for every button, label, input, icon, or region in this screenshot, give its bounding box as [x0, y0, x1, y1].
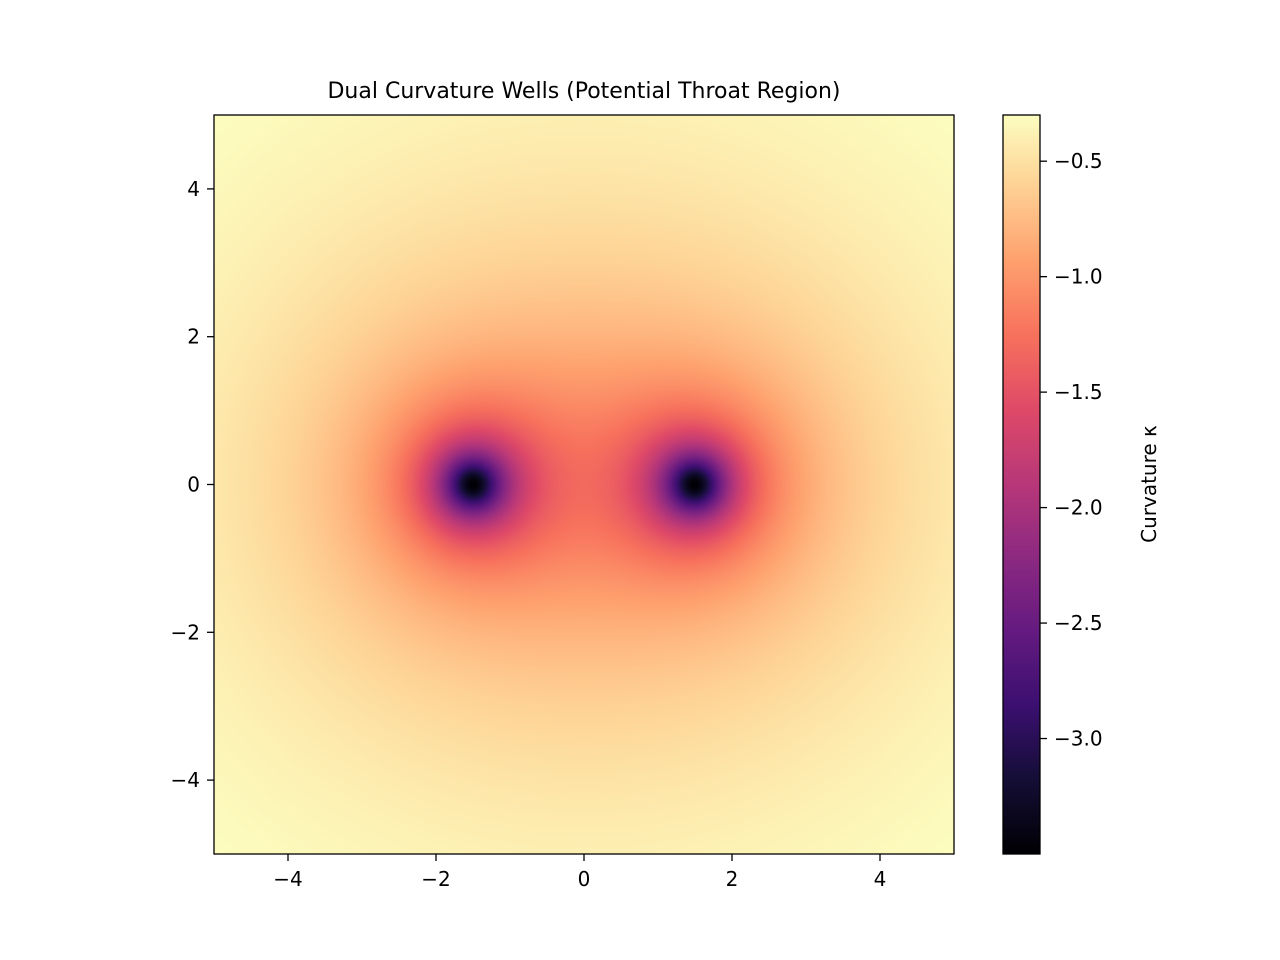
x-tick-label: −4: [273, 867, 302, 891]
x-tick-label: 2: [726, 867, 739, 891]
colorbar-frame: [1002, 114, 1041, 855]
y-tick-label: 2: [187, 325, 200, 349]
heatmap-image: [214, 115, 954, 854]
chart-title: Dual Curvature Wells (Potential Throat R…: [327, 79, 840, 104]
y-tick-label: −4: [171, 768, 200, 792]
colorbar-gradient: [1003, 115, 1040, 854]
x-axis: −4 −2 0 2 4: [273, 854, 886, 891]
colorbar-tick-label: −3.0: [1054, 727, 1103, 751]
plot-frame: [213, 114, 955, 855]
y-axis: −4 −2 0 2 4: [171, 177, 214, 792]
y-tick-label: 4: [187, 177, 200, 201]
colorbar-label: Curvature κ: [1137, 425, 1161, 543]
x-tick-label: 0: [578, 867, 591, 891]
x-tick-label: −2: [421, 867, 450, 891]
y-tick-label: 0: [187, 473, 200, 497]
colorbar-tick-label: −2.0: [1054, 496, 1103, 520]
colorbar-tick-label: −1.0: [1054, 265, 1103, 289]
y-tick-label: −2: [171, 620, 200, 644]
colorbar-tick-label: −0.5: [1054, 149, 1103, 173]
colorbar-tick-label: −1.5: [1054, 380, 1103, 404]
colorbar-axis: −0.5 −1.0 −1.5 −2.0 −2.5 −3.0: [1040, 149, 1103, 751]
colorbar-tick-label: −2.5: [1054, 611, 1103, 635]
x-tick-label: 4: [874, 867, 887, 891]
